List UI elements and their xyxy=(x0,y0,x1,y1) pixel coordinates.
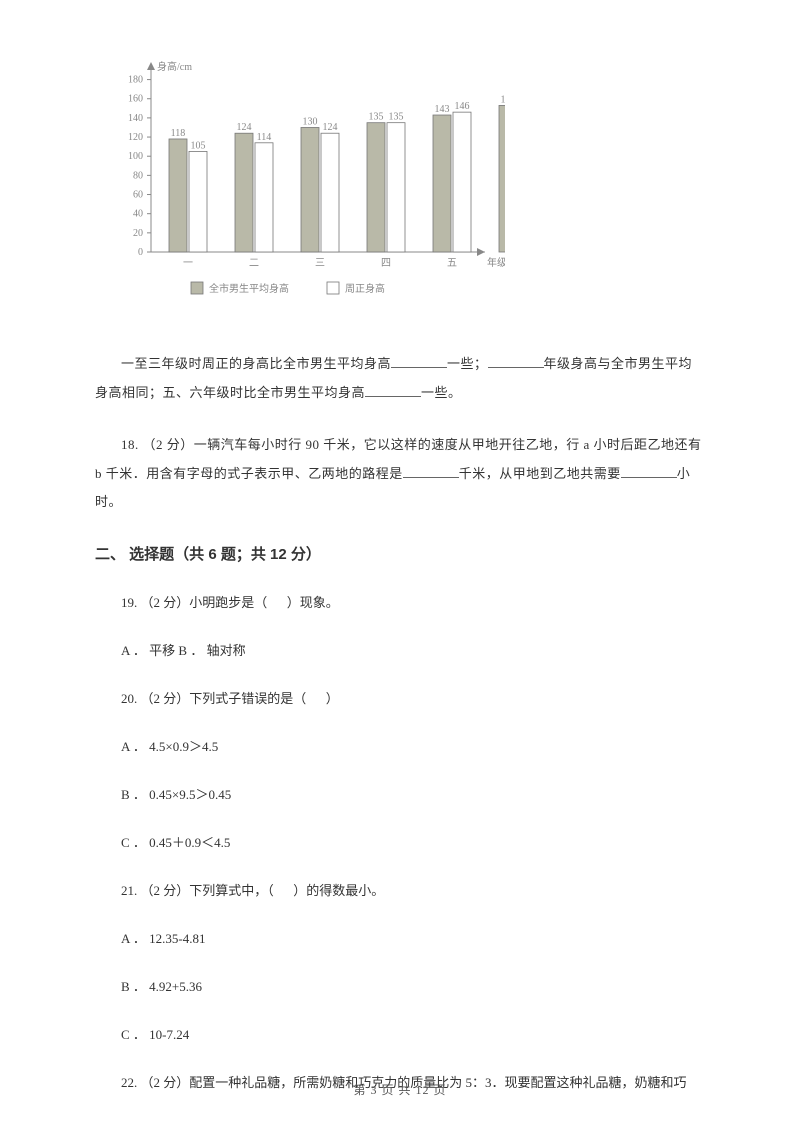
q20-a: A ． 4.5×0.9＞4.5 xyxy=(95,734,705,760)
blank xyxy=(621,465,677,478)
svg-text:118: 118 xyxy=(171,128,186,139)
svg-text:五: 五 xyxy=(447,258,457,269)
svg-text:三: 三 xyxy=(315,258,325,269)
q19-pre: 19. （2 分）小明跑步是（ xyxy=(121,595,267,610)
svg-text:年级: 年级 xyxy=(487,256,505,269)
svg-text:80: 80 xyxy=(133,170,143,181)
svg-text:40: 40 xyxy=(133,209,143,220)
q17-pre: 一至三年级时周正的身高比全市男生平均身高 xyxy=(121,356,391,371)
q20-b: B ． 0.45×9.5＞0.45 xyxy=(95,782,705,808)
blank xyxy=(365,384,421,397)
q21-post: ）的得数最小。 xyxy=(293,883,384,898)
blank xyxy=(488,355,544,368)
q20-pre: 20. （2 分）下列式子错误的是（ xyxy=(121,691,306,706)
svg-text:135: 135 xyxy=(369,112,384,123)
svg-text:124: 124 xyxy=(237,122,252,133)
svg-text:105: 105 xyxy=(191,140,206,151)
svg-text:180: 180 xyxy=(128,75,143,86)
q19-stem: 19. （2 分）小明跑步是（ ）现象。 xyxy=(95,590,705,616)
svg-text:143: 143 xyxy=(435,104,450,115)
chart-svg: 0 20 40 60 80 100 120 140 160 180 身高/cm 年级 118 105 一 12… xyxy=(105,60,505,320)
blank xyxy=(391,355,447,368)
svg-text:二: 二 xyxy=(249,258,259,269)
section-2-title: 二、 选择题（共 6 题；共 12 分） xyxy=(95,541,705,568)
q21-c: C ． 10-7.24 xyxy=(95,1022,705,1048)
svg-text:146: 146 xyxy=(455,101,470,112)
svg-text:周正身高: 周正身高 xyxy=(345,282,385,295)
q21-b: B ． 4.92+5.36 xyxy=(95,974,705,1000)
svg-text:124: 124 xyxy=(323,122,338,133)
q18-text-b: 千米，从甲地到乙地共需要 xyxy=(459,466,621,481)
svg-text:160: 160 xyxy=(128,94,143,105)
svg-text:130: 130 xyxy=(303,116,318,127)
svg-text:135: 135 xyxy=(389,112,404,123)
svg-text:153: 153 xyxy=(501,94,506,105)
q21-a: A ． 12.35-4.81 xyxy=(95,926,705,952)
q17-paragraph: 一至三年级时周正的身高比全市男生平均身高一些；年级身高与全市男生平均身高相同；五… xyxy=(95,350,705,407)
page-footer: 第 3 页 共 12 页 xyxy=(0,1080,800,1102)
q17-mid1: 一些； xyxy=(447,356,488,371)
svg-text:114: 114 xyxy=(257,132,272,143)
q19-opts: A ． 平移 B ． 轴对称 xyxy=(95,638,705,664)
q17-end: 一些。 xyxy=(421,385,462,400)
svg-text:20: 20 xyxy=(133,228,143,239)
q19-post: ）现象。 xyxy=(287,595,339,610)
q20-c: C ． 0.45＋0.9＜4.5 xyxy=(95,830,705,856)
svg-text:60: 60 xyxy=(133,190,143,201)
svg-text:四: 四 xyxy=(381,258,391,269)
blank xyxy=(403,465,459,478)
bar-chart: 0 20 40 60 80 100 120 140 160 180 身高/cm 年级 118 105 一 12… xyxy=(105,60,705,320)
q21-pre: 21. （2 分）下列算式中，（ xyxy=(121,883,274,898)
q20-stem: 20. （2 分）下列式子错误的是（ ） xyxy=(95,686,705,712)
svg-text:全市男生平均身高: 全市男生平均身高 xyxy=(209,282,289,295)
q20-post: ） xyxy=(326,691,339,706)
q21-stem: 21. （2 分）下列算式中，（ ）的得数最小。 xyxy=(95,878,705,904)
svg-text:100: 100 xyxy=(128,151,143,162)
svg-text:120: 120 xyxy=(128,132,143,143)
svg-text:0: 0 xyxy=(138,247,143,258)
q18: 18. （2 分）一辆汽车每小时行 90 千米，它以这样的速度从甲地开往乙地，行… xyxy=(95,431,705,517)
svg-text:一: 一 xyxy=(183,258,193,269)
svg-text:140: 140 xyxy=(128,113,143,124)
svg-text:身高/cm: 身高/cm xyxy=(157,60,192,73)
